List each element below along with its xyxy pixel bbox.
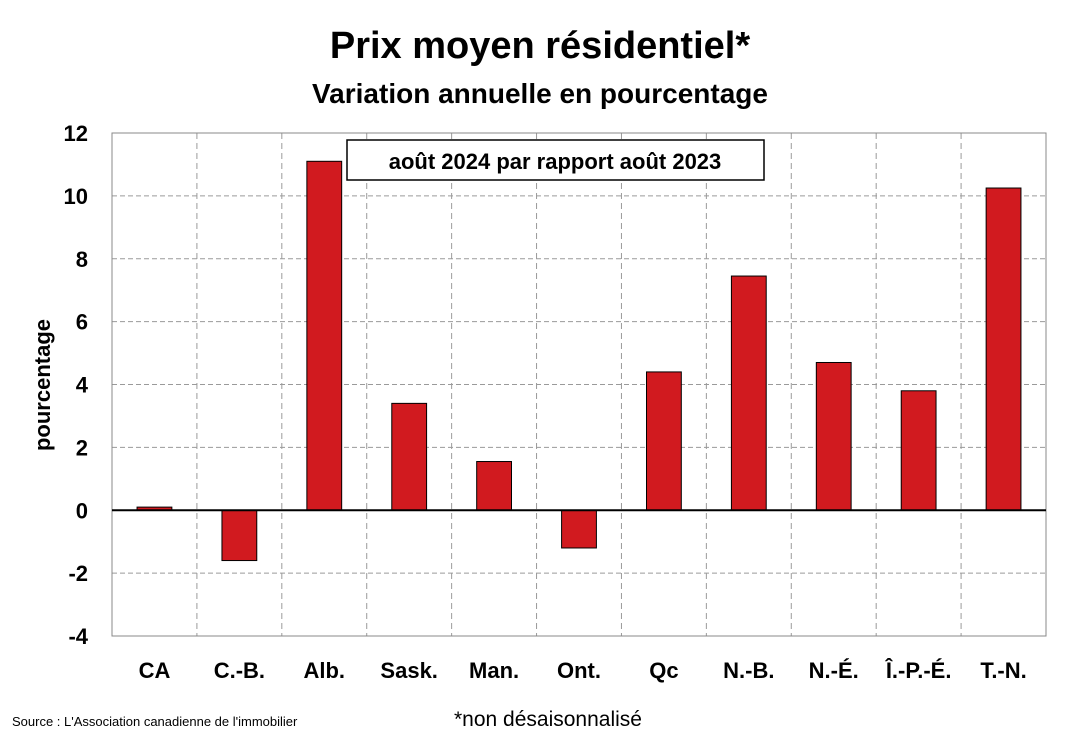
y-tick-label: 0	[76, 498, 88, 523]
y-tick-label: 2	[76, 435, 88, 460]
y-tick-label: 4	[76, 373, 89, 398]
y-axis-label: pourcentage	[30, 319, 55, 451]
y-ticks: -4 -2 0 2 4 6 8 10 12	[64, 121, 89, 649]
y-tick-label: -2	[68, 561, 88, 586]
bar-7	[730, 275, 767, 511]
bar-10	[985, 187, 1022, 511]
bar-9	[900, 390, 937, 511]
footnote: *non désaisonnalisé	[454, 708, 642, 731]
plot-area	[111, 132, 1047, 637]
x-category-label: N.-É.	[809, 658, 859, 683]
y-tick-label: 10	[64, 184, 88, 209]
x-category-label: N.-B.	[723, 658, 774, 683]
y-tick-label: 12	[64, 121, 88, 146]
x-category-label: Sask.	[380, 658, 438, 683]
x-category-labels: CA C.-B. Alb. Sask. Man. Ont. Qc N.-B. N.-É. Î.-P…	[139, 658, 1027, 683]
bar-6	[646, 371, 682, 511]
bar-5	[561, 509, 597, 549]
gridlines	[112, 133, 1046, 636]
source-note: Source : L'Association canadienne de l'i…	[12, 714, 298, 729]
x-category-label: Alb.	[303, 658, 345, 683]
y-tick-label: 8	[76, 247, 88, 272]
x-category-label: C.-B.	[214, 658, 265, 683]
bar-2	[306, 160, 343, 511]
x-category-label: Ont.	[557, 658, 601, 683]
bar-4	[476, 461, 512, 511]
bar-8	[815, 361, 852, 511]
bar-3	[391, 402, 428, 511]
bar-1	[221, 509, 258, 562]
chart-title: Prix moyen résidentiel*	[330, 25, 750, 67]
x-category-label: Î.-P.-É.	[885, 658, 952, 683]
annotation-text: août 2024 par rapport août 2023	[389, 149, 722, 174]
x-category-label: CA	[139, 658, 171, 683]
x-category-label: Man.	[469, 658, 519, 683]
bars	[136, 160, 1022, 562]
x-category-label: Qc	[649, 658, 678, 683]
x-category-label: T.-N.	[980, 658, 1026, 683]
y-tick-label: -4	[68, 624, 88, 649]
chart-subtitle: Variation annuelle en pourcentage	[312, 78, 768, 109]
y-tick-label: 6	[76, 310, 88, 335]
annotation-box: août 2024 par rapport août 2023	[346, 139, 765, 181]
